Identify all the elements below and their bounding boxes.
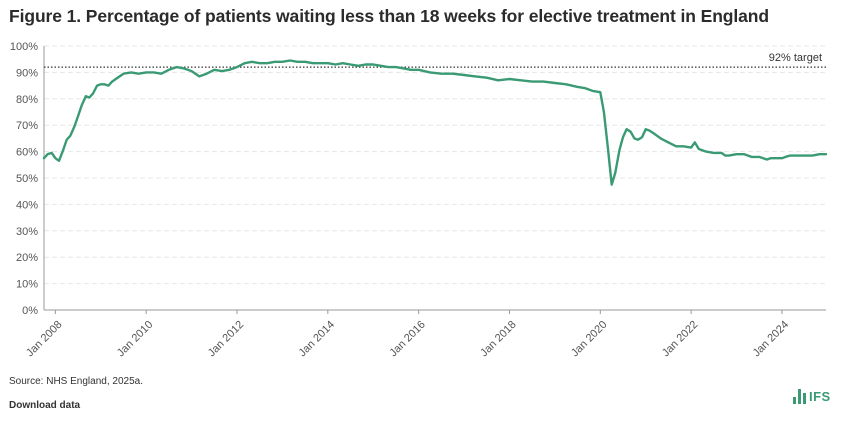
y-axis-tick-labels: 0% 10% 20% 30% 40% 50% 60% 70% 80% 90% 100% <box>10 41 38 317</box>
series-line[interactable] <box>42 59 828 186</box>
x-tick-label: Jan 2010 <box>115 319 155 359</box>
x-tick-label: Jan 2014 <box>297 319 337 359</box>
y-tick-label: 100% <box>10 41 38 53</box>
x-tick-label: Jan 2024 <box>751 319 791 359</box>
x-tick-label: Jan 2012 <box>206 319 246 359</box>
download-data-link[interactable]: Download data <box>9 400 81 411</box>
gridlines <box>44 45 826 285</box>
x-tick-label: Jan 2016 <box>387 319 427 359</box>
chart-title: Figure 1. Percentage of patients waiting… <box>9 6 769 26</box>
y-tick-label: 30% <box>16 226 38 238</box>
x-tick-label: Jan 2022 <box>660 319 700 359</box>
x-tick-label: Jan 2018 <box>478 319 518 359</box>
y-tick-label: 80% <box>16 94 38 106</box>
y-tick-label: 50% <box>16 173 38 185</box>
source-note: Source: NHS England, 2025a. <box>9 376 143 387</box>
line-chart: 0% 10% 20% 30% 40% 50% 60% 70% 80% 90% 100% Jan 20… <box>10 41 828 359</box>
y-tick-label: 10% <box>16 279 38 291</box>
ifs-logo[interactable]: IFS <box>793 382 831 404</box>
y-tick-label: 40% <box>16 199 38 211</box>
y-tick-label: 90% <box>16 67 38 79</box>
y-tick-label: 70% <box>16 120 38 132</box>
bar-chart-icon <box>793 389 806 404</box>
y-tick-label: 60% <box>16 147 38 159</box>
y-tick-label: 0% <box>22 305 38 317</box>
target-label: 92% target <box>769 52 822 64</box>
y-tick-label: 20% <box>16 252 38 264</box>
x-tick-label: Jan 2008 <box>24 319 64 359</box>
x-axis-tick-labels: Jan 2008 Jan 2010 Jan 2012 Jan 2014 Jan 2016… <box>24 310 791 359</box>
x-tick-label: Jan 2020 <box>569 319 609 359</box>
logo-text: IFS <box>809 389 831 404</box>
